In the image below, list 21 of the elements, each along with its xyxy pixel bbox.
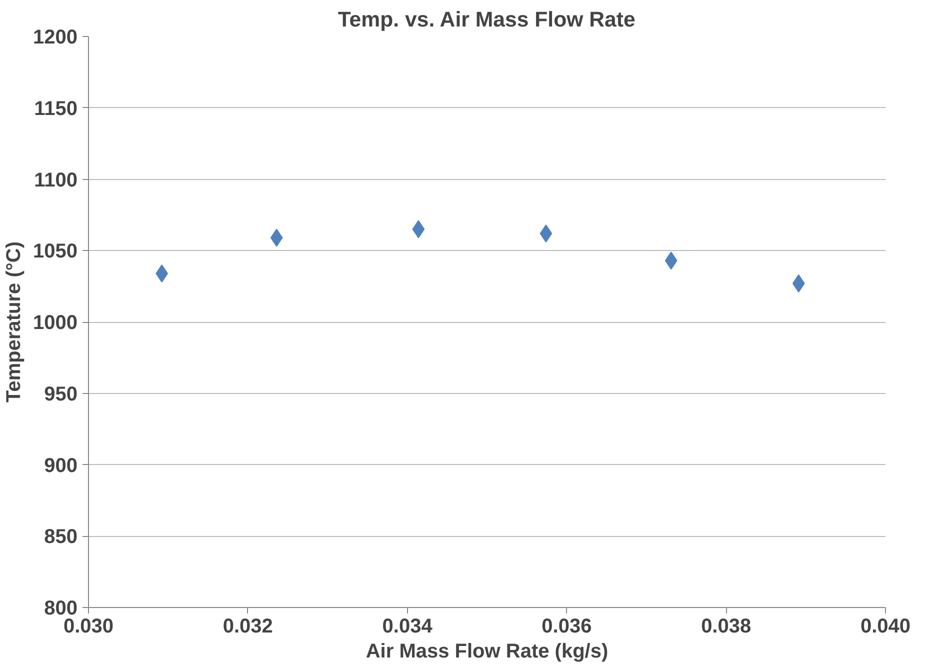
point [270, 228, 283, 247]
y-tick-label: 1150 [34, 98, 78, 120]
x-tick-label: 0.032 [222, 616, 273, 638]
x-axis-title: Air Mass Flow Rate (kg/s) [366, 640, 608, 662]
y-tick-label: 900 [44, 454, 78, 477]
point [540, 224, 552, 242]
point [792, 274, 805, 292]
y-tick-label: 850 [44, 526, 78, 548]
y-tick-label: 950 [44, 383, 78, 406]
point [412, 220, 425, 238]
chart-title: Temp. vs. Air Mass Flow Rate [338, 8, 636, 32]
x-tick-label: 0.036 [542, 616, 592, 638]
y-tick-label: 1100 [34, 169, 78, 192]
point [664, 252, 678, 270]
x-tick-label: 0.040 [860, 616, 911, 638]
x-tick-label: 0.038 [701, 616, 752, 638]
y-tick-label: 1200 [33, 26, 78, 48]
y-axis-title: Temperature (°C) [3, 241, 26, 402]
y-tick-label: 1000 [33, 312, 78, 334]
y-tick-label: 1050 [33, 240, 78, 263]
x-tick-label: 0.034 [382, 616, 434, 638]
